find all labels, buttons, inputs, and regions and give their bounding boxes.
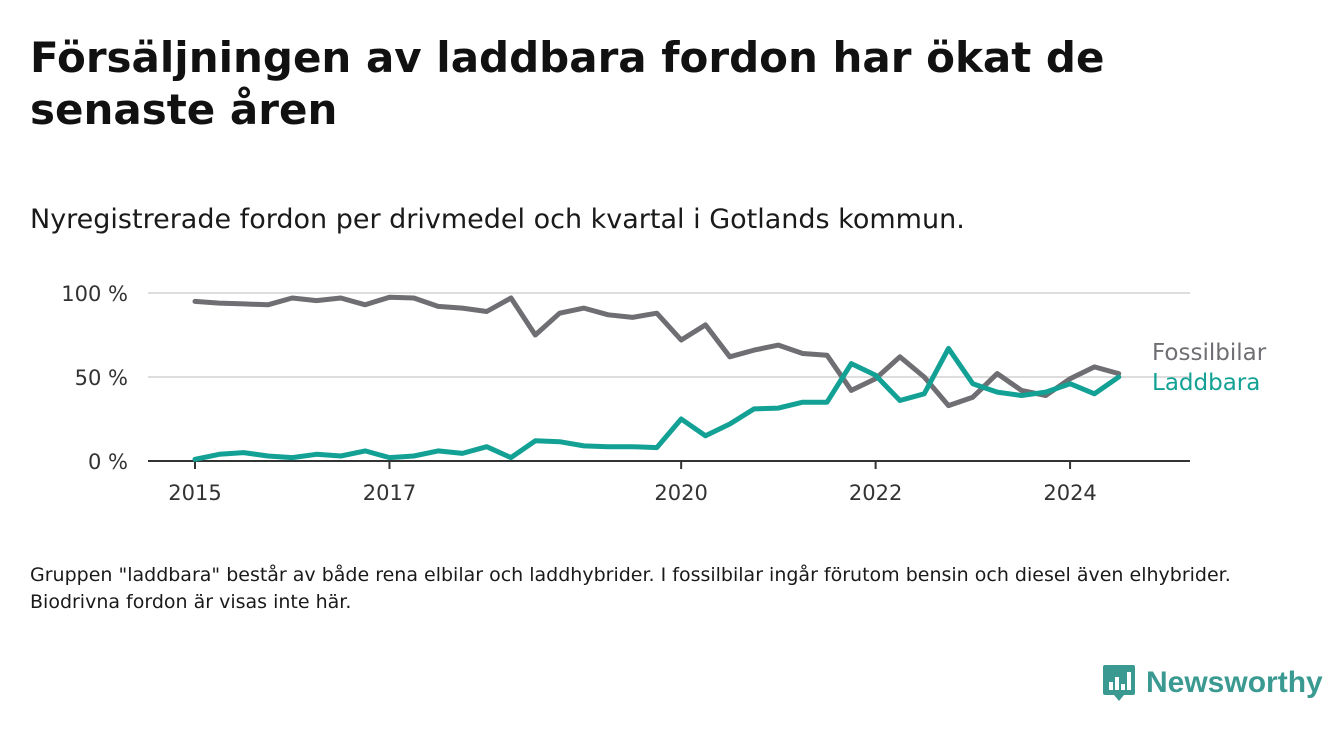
- series-label-laddbara: Laddbara: [1152, 370, 1260, 396]
- chart-subtitle: Nyregistrerade fordon per drivmedel och …: [30, 204, 965, 235]
- y-tick-label: 50 %: [75, 366, 128, 390]
- series-line-laddbara: [192, 345, 1122, 462]
- footnote: Gruppen "laddbara" består av både rena e…: [30, 564, 1231, 613]
- series-label-fossilbilar: Fossilbilar: [1152, 340, 1267, 366]
- bar-chart-icon: [1103, 665, 1135, 701]
- grid-layer: 0 % 50 % 100 % 2015 2017 2020 2022 2024: [61, 282, 1190, 505]
- x-tick-label: 2017: [363, 481, 416, 505]
- y-tick-label: 0 %: [88, 450, 128, 474]
- label-layer: Fossilbilar Laddbara: [1152, 340, 1267, 396]
- brand-name: Newsworthy: [1146, 666, 1323, 699]
- x-tick-label: 2022: [849, 481, 902, 505]
- x-tick-label: 2015: [168, 481, 221, 505]
- x-tick-label: 2024: [1043, 481, 1096, 505]
- newsworthy-logo[interactable]: Newsworthy: [1102, 662, 1323, 704]
- series-layer: [192, 294, 1122, 462]
- x-tick-label: 2020: [654, 481, 707, 505]
- series-line-fossilbilar: [192, 294, 1122, 409]
- line-chart: 0 % 50 % 100 % 2015 2017 2020 2022 2024 Fossilb…: [61, 282, 1267, 505]
- chart-title: Försäljningen av laddbara fordon har öka…: [30, 33, 1105, 134]
- y-tick-label: 100 %: [61, 282, 128, 306]
